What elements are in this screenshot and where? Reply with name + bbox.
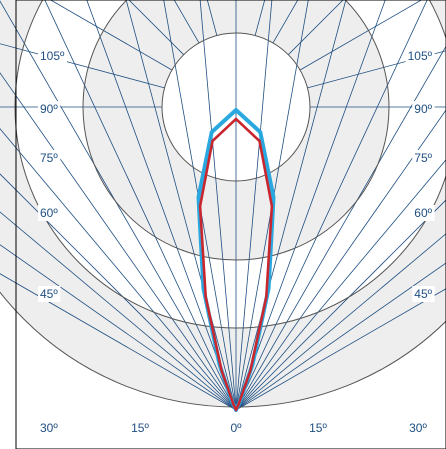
spoke-line	[128, 0, 184, 55]
spoke-line	[235, 159, 446, 411]
angle-label-bg	[38, 205, 61, 221]
angle-label: 30º	[40, 421, 58, 435]
series-curve-2	[198, 117, 274, 412]
angle-label-bg	[307, 420, 330, 436]
angle-label: 75º	[40, 151, 58, 165]
angle-label-bg	[412, 101, 435, 117]
angle-label-bg	[412, 286, 435, 302]
angle-label-bg	[38, 286, 61, 302]
angle-label-bg	[412, 150, 435, 166]
spoke-line	[125, 0, 237, 411]
spoke-line	[307, 50, 446, 89]
spoke-line	[235, 288, 446, 411]
spoke-line	[0, 0, 237, 411]
spoke-line	[235, 199, 446, 411]
intensity-curves	[196, 108, 276, 412]
angle-label: 105º	[40, 49, 65, 63]
spoke-line	[163, 0, 237, 411]
angle-label: 60º	[414, 206, 432, 220]
angle-label: 45º	[40, 287, 58, 301]
angle-label: 60º	[40, 206, 58, 220]
angle-label-bg	[38, 150, 61, 166]
angle-label: 90º	[40, 102, 58, 116]
chart-frame	[15, 0, 446, 449]
angle-label-bg	[129, 420, 152, 436]
spoke-line	[299, 0, 423, 71]
angle-label: 105º	[408, 49, 433, 63]
angle-label: 0º	[230, 421, 242, 435]
spoke-line	[0, 211, 237, 411]
spoke-line	[49, 0, 173, 71]
spoke-line	[199, 0, 237, 411]
spoke-line	[0, 128, 237, 411]
spoke-line	[235, 233, 446, 411]
angle-label-bg	[412, 205, 435, 221]
angle-labels: 105º 90º 75º 60º 45º 30º 15º 0º 15º 30º 45º 60º 75º 9…	[38, 48, 435, 436]
spoke-line	[235, 0, 347, 411]
angle-label: 90º	[414, 102, 432, 116]
spoke-line	[288, 0, 344, 55]
spoke-line	[235, 262, 446, 411]
angle-label: 15º	[309, 421, 327, 435]
spoke-line	[235, 45, 446, 411]
angle-label: 30º	[409, 421, 427, 435]
angle-label-bg	[38, 48, 68, 64]
spoke-line	[0, 273, 237, 411]
spoke-line	[0, 244, 237, 411]
angle-label: 75º	[414, 151, 432, 165]
spoke-line	[235, 109, 446, 411]
angle-spokes	[0, 0, 446, 411]
angle-label-bg	[38, 101, 61, 117]
angle-label-bg	[228, 420, 245, 436]
angle-label-bg	[407, 420, 430, 436]
angle-label-bg	[405, 48, 435, 64]
spoke-line	[235, 0, 273, 411]
spoke-line	[235, 0, 309, 411]
angle-label: 15º	[131, 421, 149, 435]
spoke-line	[44, 0, 237, 411]
spoke-line	[235, 0, 386, 411]
spoke-line	[86, 0, 237, 411]
angle-label-bg	[38, 420, 61, 436]
spoke-line	[235, 0, 428, 411]
spoke-line	[0, 72, 237, 411]
spoke-line	[0, 173, 237, 411]
angle-label: 45º	[414, 287, 432, 301]
ring-2	[82, 0, 390, 261]
ring-3	[14, 0, 446, 329]
spoke-line	[0, 43, 165, 89]
ring-1	[161, 32, 311, 182]
